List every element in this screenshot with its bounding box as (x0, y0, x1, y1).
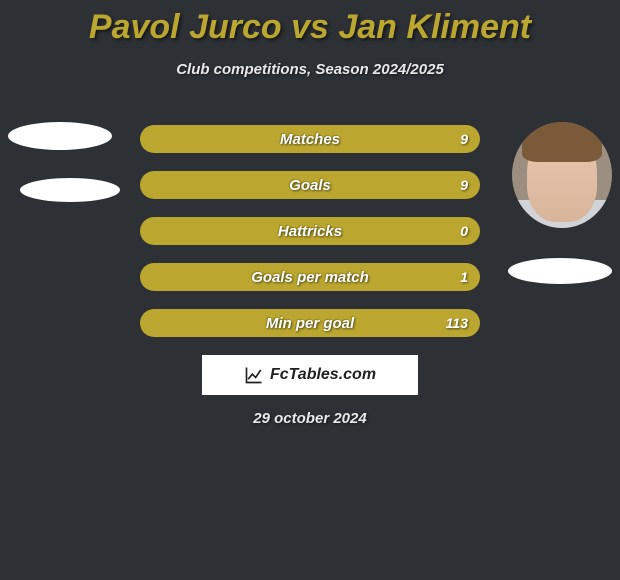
stat-value-right: 9 (448, 125, 480, 153)
stat-label: Goals per match (140, 263, 480, 291)
page-subtitle: Club competitions, Season 2024/2025 (0, 61, 620, 78)
left-player-ellipse-1 (8, 122, 112, 150)
stat-value-right: 0 (448, 217, 480, 245)
right-player-photo (512, 122, 612, 228)
stat-value-right: 9 (448, 171, 480, 199)
page-title: Pavol Jurco vs Jan Kliment (0, 0, 620, 47)
stat-label: Hattricks (140, 217, 480, 245)
brand-logo-text: FcTables.com (270, 366, 376, 384)
left-player-ellipse-2 (20, 178, 120, 202)
date-text: 29 october 2024 (0, 410, 620, 427)
stat-label: Goals (140, 171, 480, 199)
stat-label: Min per goal (140, 309, 480, 337)
chart-line-icon (244, 365, 264, 385)
stat-value-right: 1 (448, 263, 480, 291)
stat-bar-min-per-goal: Min per goal 113 (140, 309, 480, 337)
stat-value-right: 113 (434, 309, 480, 337)
stat-bar-matches: Matches 9 (140, 125, 480, 153)
stat-label: Matches (140, 125, 480, 153)
stat-bar-hattricks: Hattricks 0 (140, 217, 480, 245)
stats-bars: Matches 9 Goals 9 Hattricks 0 Goals per … (140, 125, 480, 355)
stat-bar-goals: Goals 9 (140, 171, 480, 199)
right-player-ellipse (508, 258, 612, 284)
stat-bar-goals-per-match: Goals per match 1 (140, 263, 480, 291)
brand-logo-box: FcTables.com (202, 355, 418, 395)
